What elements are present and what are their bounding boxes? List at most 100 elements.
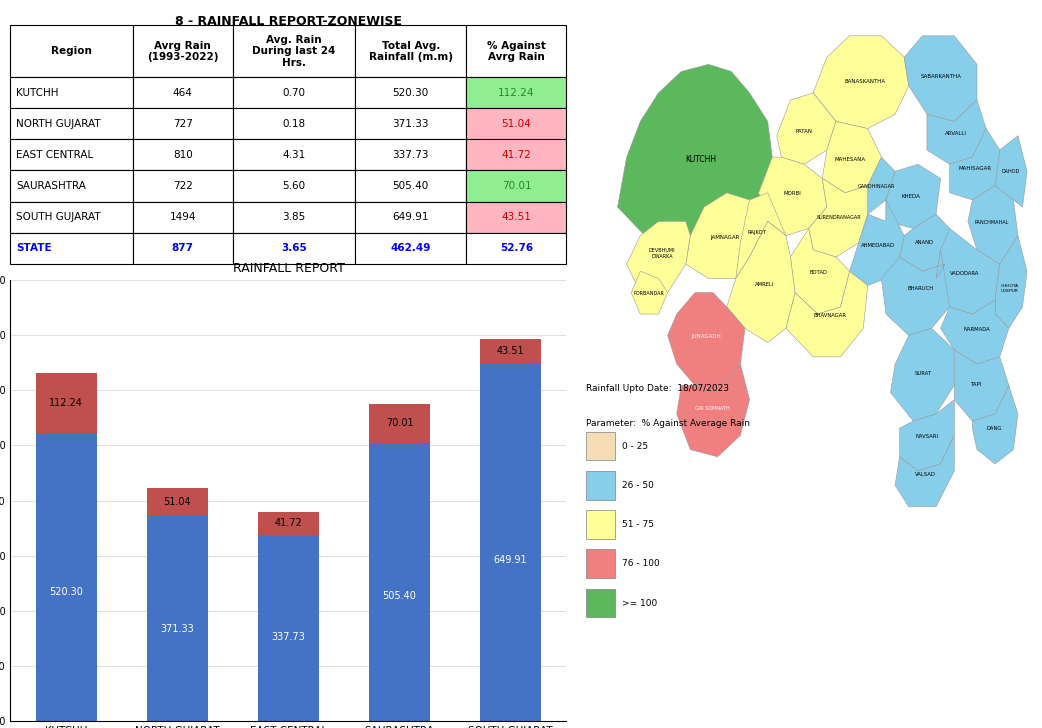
- FancyBboxPatch shape: [10, 170, 132, 202]
- FancyBboxPatch shape: [467, 139, 567, 170]
- FancyBboxPatch shape: [467, 108, 567, 139]
- Text: DEVBHUMI
DWARKA: DEVBHUMI DWARKA: [648, 248, 675, 259]
- Text: 5.60: 5.60: [282, 181, 305, 191]
- Text: 371.33: 371.33: [160, 624, 194, 634]
- Text: Region: Region: [51, 47, 92, 56]
- Text: MAHESANA: MAHESANA: [834, 157, 865, 162]
- Text: KUTCHH: KUTCHH: [16, 88, 58, 98]
- Polygon shape: [972, 385, 1018, 464]
- Text: 8 - RAINFALL REPORT-ZONEWISE: 8 - RAINFALL REPORT-ZONEWISE: [175, 15, 402, 28]
- FancyBboxPatch shape: [132, 139, 232, 170]
- Text: Parameter:  % Against Average Rain: Parameter: % Against Average Rain: [586, 419, 749, 428]
- Text: 52.76: 52.76: [500, 243, 534, 253]
- Text: 112.24: 112.24: [49, 398, 83, 408]
- Text: 0 - 25: 0 - 25: [622, 442, 648, 451]
- Text: 337.73: 337.73: [393, 150, 429, 160]
- Bar: [258, 535, 319, 721]
- FancyBboxPatch shape: [10, 77, 132, 108]
- Polygon shape: [899, 214, 949, 272]
- Text: BANASKANTHA: BANASKANTHA: [844, 79, 886, 84]
- Text: SURENDRANAGAR: SURENDRANAGAR: [816, 215, 861, 220]
- Polygon shape: [626, 221, 691, 293]
- Polygon shape: [886, 165, 941, 229]
- FancyBboxPatch shape: [10, 233, 132, 264]
- FancyBboxPatch shape: [586, 589, 615, 617]
- Text: MORBI: MORBI: [783, 191, 801, 196]
- Bar: [480, 363, 541, 721]
- Text: % Against
Avrg Rain: % Against Avrg Rain: [487, 41, 546, 62]
- FancyBboxPatch shape: [355, 202, 467, 233]
- Text: 0.70: 0.70: [282, 88, 305, 98]
- FancyBboxPatch shape: [232, 170, 355, 202]
- Text: 43.51: 43.51: [501, 212, 531, 222]
- Text: BHAVNAGAR: BHAVNAGAR: [814, 313, 847, 318]
- Text: 41.72: 41.72: [501, 150, 531, 160]
- FancyBboxPatch shape: [232, 202, 355, 233]
- Polygon shape: [995, 236, 1027, 328]
- Text: GANDHINAGAR: GANDHINAGAR: [858, 184, 895, 189]
- Text: 505.40: 505.40: [382, 590, 417, 601]
- Polygon shape: [822, 122, 882, 193]
- Text: NARMADA: NARMADA: [964, 327, 990, 332]
- FancyBboxPatch shape: [232, 233, 355, 264]
- Text: 51.04: 51.04: [501, 119, 531, 129]
- FancyBboxPatch shape: [232, 108, 355, 139]
- Text: PORBANDAR: PORBANDAR: [634, 291, 665, 296]
- Polygon shape: [968, 186, 1018, 264]
- Polygon shape: [736, 193, 786, 278]
- Text: Rainfall Upto Date:  18/07/2023: Rainfall Upto Date: 18/07/2023: [586, 384, 728, 392]
- Text: SOUTH GUJARAT: SOUTH GUJARAT: [16, 212, 101, 222]
- Polygon shape: [882, 250, 949, 336]
- FancyBboxPatch shape: [355, 139, 467, 170]
- Text: ARVALLI: ARVALLI: [945, 131, 967, 136]
- Polygon shape: [927, 100, 986, 165]
- Text: 51.04: 51.04: [164, 497, 191, 507]
- Text: PATAN: PATAN: [796, 129, 813, 134]
- Bar: [35, 373, 97, 435]
- Text: 337.73: 337.73: [272, 632, 305, 642]
- Text: 43.51: 43.51: [497, 346, 524, 356]
- Text: TAPI: TAPI: [971, 382, 983, 387]
- Text: 26 - 50: 26 - 50: [622, 480, 654, 490]
- Text: KHEDA: KHEDA: [901, 194, 920, 199]
- Polygon shape: [786, 272, 868, 357]
- Bar: [480, 339, 541, 363]
- FancyBboxPatch shape: [586, 471, 615, 499]
- Text: AMRELI: AMRELI: [755, 282, 774, 288]
- Text: 462.49: 462.49: [391, 243, 431, 253]
- Text: GIR SOMNATH: GIR SOMNATH: [695, 406, 730, 411]
- FancyBboxPatch shape: [232, 25, 355, 77]
- Text: 505.40: 505.40: [393, 181, 429, 191]
- Text: VALSAD: VALSAD: [915, 472, 936, 477]
- Title: RAINFALL REPORT: RAINFALL REPORT: [232, 262, 345, 275]
- Bar: [369, 404, 430, 443]
- Text: STATE: STATE: [16, 243, 52, 253]
- Text: 41.72: 41.72: [275, 518, 302, 529]
- Text: EAST CENTRAL: EAST CENTRAL: [16, 150, 93, 160]
- FancyBboxPatch shape: [132, 202, 232, 233]
- FancyBboxPatch shape: [355, 233, 467, 264]
- FancyBboxPatch shape: [232, 139, 355, 170]
- Text: KUTCHH: KUTCHH: [685, 155, 716, 165]
- Text: PANCHMAHAL: PANCHMAHAL: [974, 220, 1009, 225]
- Text: SAURASHTRA: SAURASHTRA: [16, 181, 85, 191]
- Text: 464: 464: [173, 88, 193, 98]
- Text: 810: 810: [173, 150, 193, 160]
- FancyBboxPatch shape: [10, 202, 132, 233]
- Text: JUNAGADH: JUNAGADH: [691, 334, 721, 339]
- Polygon shape: [676, 364, 749, 456]
- Text: 76 - 100: 76 - 100: [622, 559, 660, 569]
- FancyBboxPatch shape: [467, 77, 567, 108]
- Text: 520.30: 520.30: [49, 587, 83, 597]
- Text: Avg. Rain
During last 24
Hrs.: Avg. Rain During last 24 Hrs.: [252, 35, 336, 68]
- Bar: [147, 488, 208, 516]
- Text: 520.30: 520.30: [393, 88, 429, 98]
- Text: 70.01: 70.01: [501, 181, 531, 191]
- Text: 877: 877: [172, 243, 194, 253]
- Polygon shape: [759, 157, 827, 236]
- Polygon shape: [941, 300, 1009, 364]
- Polygon shape: [668, 293, 745, 385]
- Text: Avrg Rain
(1993-2022): Avrg Rain (1993-2022): [147, 41, 219, 62]
- FancyBboxPatch shape: [355, 170, 467, 202]
- FancyBboxPatch shape: [10, 25, 132, 77]
